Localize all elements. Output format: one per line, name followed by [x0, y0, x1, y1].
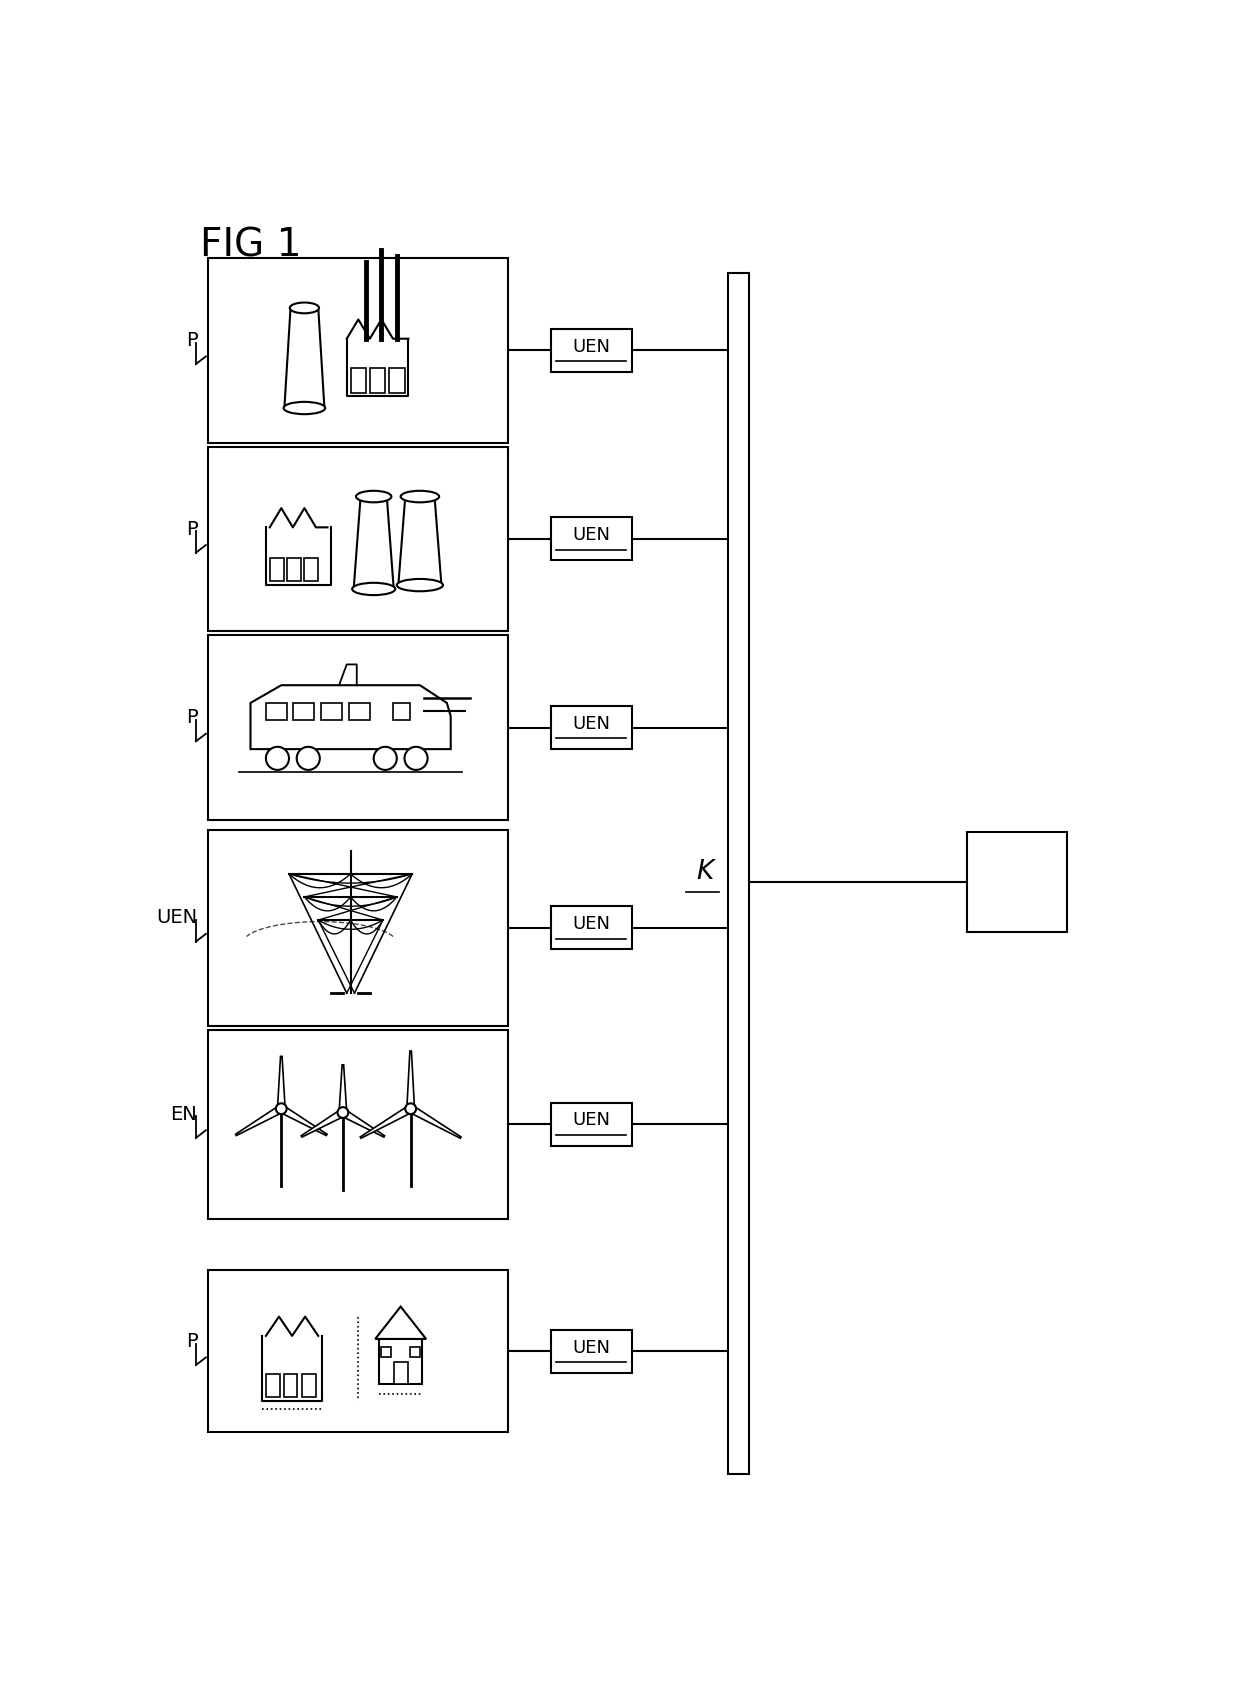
- Bar: [304, 558, 319, 582]
- Bar: [208, 635, 508, 821]
- Text: UEN: UEN: [572, 1338, 610, 1355]
- Bar: [208, 447, 508, 632]
- Circle shape: [277, 1104, 286, 1115]
- Bar: [394, 1362, 408, 1384]
- Bar: [551, 906, 631, 949]
- Bar: [551, 1330, 631, 1372]
- Ellipse shape: [284, 403, 325, 415]
- Circle shape: [265, 748, 289, 770]
- Bar: [208, 1031, 508, 1219]
- Bar: [208, 1270, 508, 1432]
- Bar: [265, 703, 286, 720]
- Text: UEN: UEN: [572, 338, 610, 355]
- Polygon shape: [361, 1106, 413, 1139]
- Ellipse shape: [352, 584, 396, 596]
- Bar: [379, 1340, 422, 1384]
- Ellipse shape: [356, 492, 392, 504]
- Text: P: P: [186, 519, 197, 538]
- Polygon shape: [278, 1057, 285, 1110]
- Polygon shape: [236, 1106, 283, 1135]
- Polygon shape: [409, 1106, 461, 1139]
- Bar: [370, 369, 386, 393]
- Bar: [551, 329, 631, 372]
- Bar: [551, 707, 631, 749]
- Bar: [389, 369, 404, 393]
- Circle shape: [404, 748, 428, 770]
- Bar: [321, 703, 342, 720]
- Text: FIG 1: FIG 1: [201, 227, 303, 265]
- Circle shape: [373, 748, 397, 770]
- Ellipse shape: [401, 492, 439, 504]
- Bar: [208, 259, 508, 444]
- Bar: [410, 1347, 420, 1357]
- Bar: [393, 703, 410, 720]
- Ellipse shape: [290, 304, 319, 314]
- Bar: [208, 831, 508, 1026]
- Bar: [350, 703, 370, 720]
- Polygon shape: [279, 1106, 327, 1135]
- Polygon shape: [339, 1065, 347, 1113]
- Circle shape: [337, 1108, 348, 1118]
- Bar: [967, 831, 1066, 932]
- Text: UEN: UEN: [156, 908, 197, 927]
- Text: K: K: [696, 859, 713, 884]
- Text: EN: EN: [171, 1104, 197, 1123]
- Bar: [303, 1374, 316, 1398]
- Bar: [286, 558, 300, 582]
- Text: P: P: [186, 331, 197, 350]
- Text: UEN: UEN: [572, 715, 610, 732]
- Text: UEN: UEN: [572, 526, 610, 545]
- Bar: [351, 369, 366, 393]
- Bar: [728, 275, 749, 1475]
- Polygon shape: [398, 497, 441, 586]
- Bar: [265, 1374, 280, 1398]
- Polygon shape: [301, 1110, 345, 1137]
- Polygon shape: [341, 1110, 384, 1137]
- Bar: [551, 517, 631, 562]
- Bar: [382, 1347, 392, 1357]
- Circle shape: [405, 1104, 417, 1115]
- Text: P: P: [186, 708, 197, 727]
- Polygon shape: [376, 1308, 427, 1340]
- Polygon shape: [407, 1052, 414, 1110]
- Polygon shape: [284, 309, 325, 408]
- Text: UEN: UEN: [572, 1111, 610, 1128]
- Bar: [551, 1103, 631, 1145]
- Bar: [270, 558, 284, 582]
- Text: UEN: UEN: [572, 915, 610, 932]
- Bar: [293, 703, 314, 720]
- Circle shape: [296, 748, 320, 770]
- Polygon shape: [353, 497, 394, 589]
- Polygon shape: [250, 686, 450, 749]
- Ellipse shape: [397, 580, 443, 592]
- Text: P: P: [186, 1331, 197, 1350]
- Bar: [284, 1374, 298, 1398]
